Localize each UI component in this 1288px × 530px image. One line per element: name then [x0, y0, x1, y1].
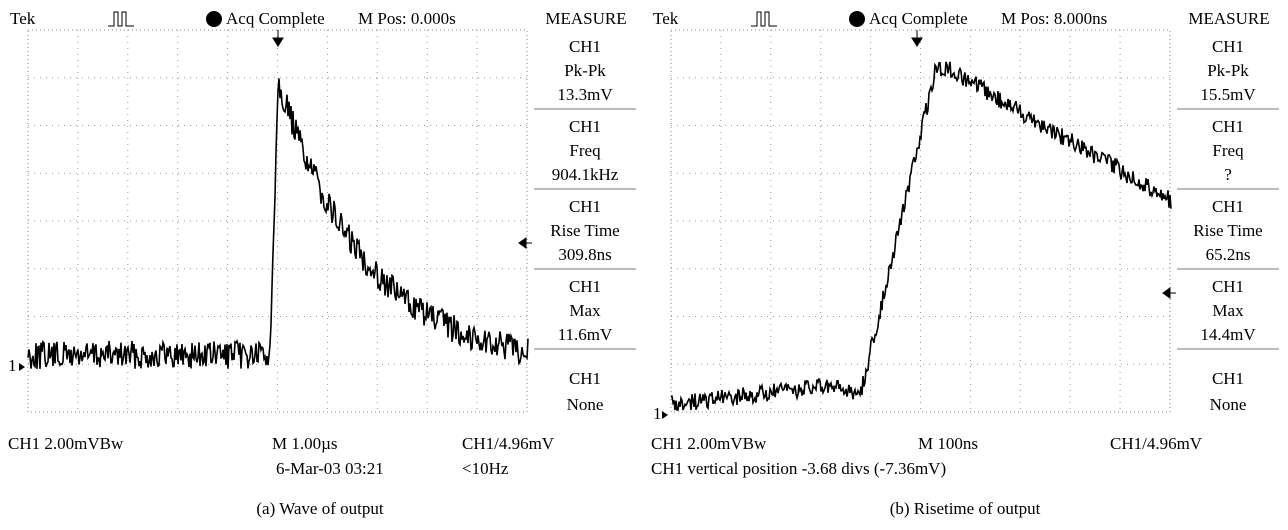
measure-value: ? [1224, 165, 1232, 184]
trigger-frequency: <10Hz [462, 459, 509, 478]
trigger-level-arrow [1162, 287, 1176, 299]
pulse-icon [108, 11, 134, 27]
measure-value: 11.6mV [558, 325, 613, 344]
channel-arrow [662, 411, 668, 419]
measure-name: Freq [1212, 141, 1244, 160]
measure-name: Pk-Pk [564, 61, 606, 80]
vertical-scale: CH1 2.00mVBw [651, 434, 767, 453]
measure-source: CH1 [1212, 197, 1244, 216]
acq-dot [849, 11, 865, 27]
timebase: M 1.00µs [272, 434, 338, 453]
measure-value: 904.1kHz [552, 165, 619, 184]
measure-name: None [567, 395, 604, 414]
trigger-position-arrow [272, 30, 284, 47]
measure-source: CH1 [1212, 369, 1244, 388]
brand: Tek [653, 9, 679, 28]
measure-source: CH1 [1212, 117, 1244, 136]
measure-source: CH1 [569, 369, 601, 388]
trigger-level-arrow [518, 237, 532, 249]
acq-dot [206, 11, 222, 27]
date-time: 6-Mar-03 03:21 [276, 459, 384, 478]
measure-name: Rise Time [1193, 221, 1262, 240]
trigger-position-arrow [911, 30, 923, 47]
acq-status: Acq Complete [869, 9, 968, 28]
measure-source: CH1 [569, 37, 601, 56]
measure-source: CH1 [569, 117, 601, 136]
vertical-scale: CH1 2.00mVBw [8, 434, 124, 453]
measure-value: 14.4mV [1200, 325, 1256, 344]
measure-value: 65.2ns [1206, 245, 1251, 264]
channel-marker: 1 [8, 356, 17, 375]
measure-source: CH1 [569, 197, 601, 216]
measure-source: CH1 [1212, 277, 1244, 296]
menu-title: MEASURE [545, 9, 626, 28]
measure-source: CH1 [569, 277, 601, 296]
measure-name: Rise Time [550, 221, 619, 240]
menu-title: MEASURE [1188, 9, 1269, 28]
pulse-icon [751, 11, 777, 27]
measure-source: CH1 [1212, 37, 1244, 56]
caption: (b) Risetime of output [890, 499, 1041, 518]
m-pos: M Pos: 8.000ns [1001, 9, 1107, 28]
waveform [27, 78, 529, 369]
waveform [670, 61, 1172, 411]
brand: Tek [10, 9, 36, 28]
trigger-setting: CH1/4.96mV [462, 434, 555, 453]
channel-arrow [19, 363, 25, 371]
measure-name: Freq [569, 141, 601, 160]
channel-marker: 1 [653, 404, 662, 423]
m-pos: M Pos: 0.000s [358, 9, 456, 28]
measure-value: 15.5mV [1200, 85, 1256, 104]
measure-name: Max [1212, 301, 1244, 320]
measure-value: 13.3mV [557, 85, 613, 104]
measure-name: Pk-Pk [1207, 61, 1249, 80]
measure-name: None [1210, 395, 1247, 414]
measure-value: 309.8ns [558, 245, 611, 264]
measure-name: Max [569, 301, 601, 320]
timebase: M 100ns [918, 434, 978, 453]
vertical-position-note: CH1 vertical position -3.68 divs (-7.36m… [651, 459, 946, 478]
acq-status: Acq Complete [226, 9, 325, 28]
trigger-setting: CH1/4.96mV [1110, 434, 1203, 453]
caption: (a) Wave of output [256, 499, 383, 518]
